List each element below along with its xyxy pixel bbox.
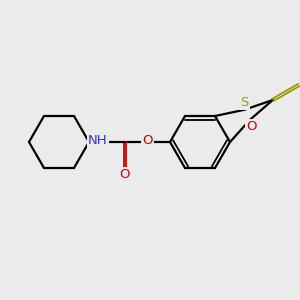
Text: O: O xyxy=(246,120,256,133)
Text: O: O xyxy=(142,134,153,148)
Text: O: O xyxy=(120,168,130,181)
Text: S: S xyxy=(240,96,248,109)
Text: NH: NH xyxy=(88,134,108,148)
